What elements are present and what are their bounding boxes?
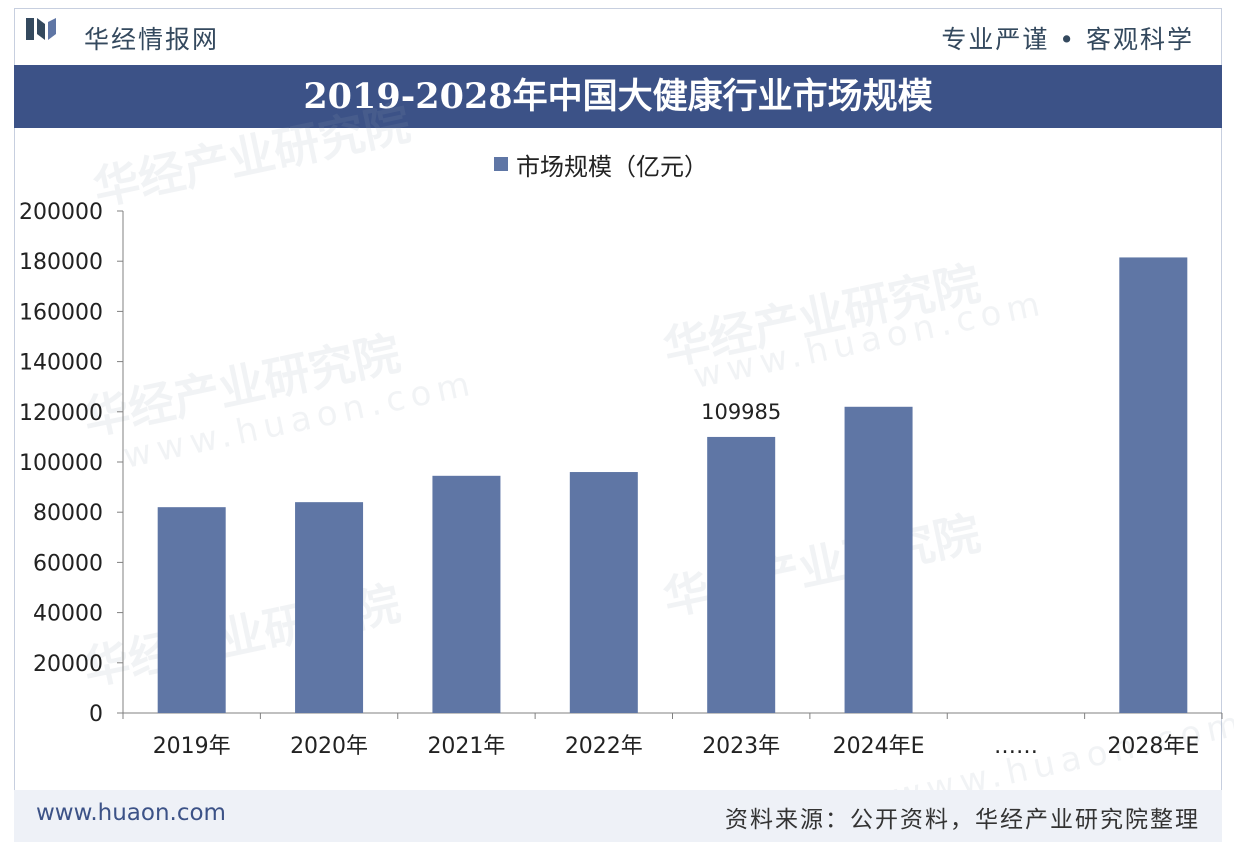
bar bbox=[157, 507, 226, 713]
x-tick-label: 2024年E bbox=[833, 734, 925, 759]
y-tick-label: 140000 bbox=[19, 351, 103, 376]
x-tick-label: …… bbox=[994, 734, 1038, 759]
bar bbox=[432, 475, 501, 713]
data-label: 109985 bbox=[701, 400, 781, 424]
bar bbox=[295, 502, 364, 713]
footer-band bbox=[14, 790, 1222, 842]
x-tick-label: 2028年E bbox=[1107, 734, 1199, 759]
y-tick-label: 80000 bbox=[33, 501, 103, 526]
y-tick-label: 100000 bbox=[19, 451, 103, 476]
x-tick-label: 2020年 bbox=[290, 734, 368, 759]
bar bbox=[569, 472, 638, 713]
chart-title: 2019-2028年中国大健康行业市场规模 bbox=[303, 76, 933, 117]
y-tick-label: 40000 bbox=[33, 602, 103, 627]
legend-label: 市场规模（亿元） bbox=[516, 152, 708, 181]
y-tick-label: 120000 bbox=[19, 401, 103, 426]
y-tick-label: 200000 bbox=[19, 200, 103, 225]
bar bbox=[1119, 257, 1188, 713]
y-tick-label: 160000 bbox=[19, 300, 103, 325]
y-tick-label: 180000 bbox=[19, 250, 103, 275]
y-tick-label: 20000 bbox=[33, 652, 103, 677]
brand-motto: 专业严谨 • 客观科学 bbox=[941, 25, 1194, 54]
x-tick-label: 2021年 bbox=[427, 734, 505, 759]
title-band: 2019-2028年中国大健康行业市场规模 bbox=[14, 65, 1222, 128]
y-tick-label: 60000 bbox=[33, 551, 103, 576]
brand-name: 华经情报网 bbox=[84, 25, 220, 54]
footer-website: www.huaon.com bbox=[36, 800, 226, 826]
y-tick-label: 0 bbox=[89, 702, 103, 727]
bar bbox=[707, 436, 776, 713]
legend-swatch bbox=[494, 157, 508, 171]
x-tick-label: 2022年 bbox=[565, 734, 643, 759]
x-tick-label: 2019年 bbox=[153, 734, 231, 759]
bar bbox=[844, 406, 913, 713]
chart-legend: 市场规模（亿元） bbox=[494, 148, 708, 181]
brand-logo-icon bbox=[26, 18, 56, 40]
footer-source: 资料来源：公开资料，华经产业研究院整理 bbox=[725, 807, 1200, 833]
x-tick-label: 2023年 bbox=[702, 734, 780, 759]
